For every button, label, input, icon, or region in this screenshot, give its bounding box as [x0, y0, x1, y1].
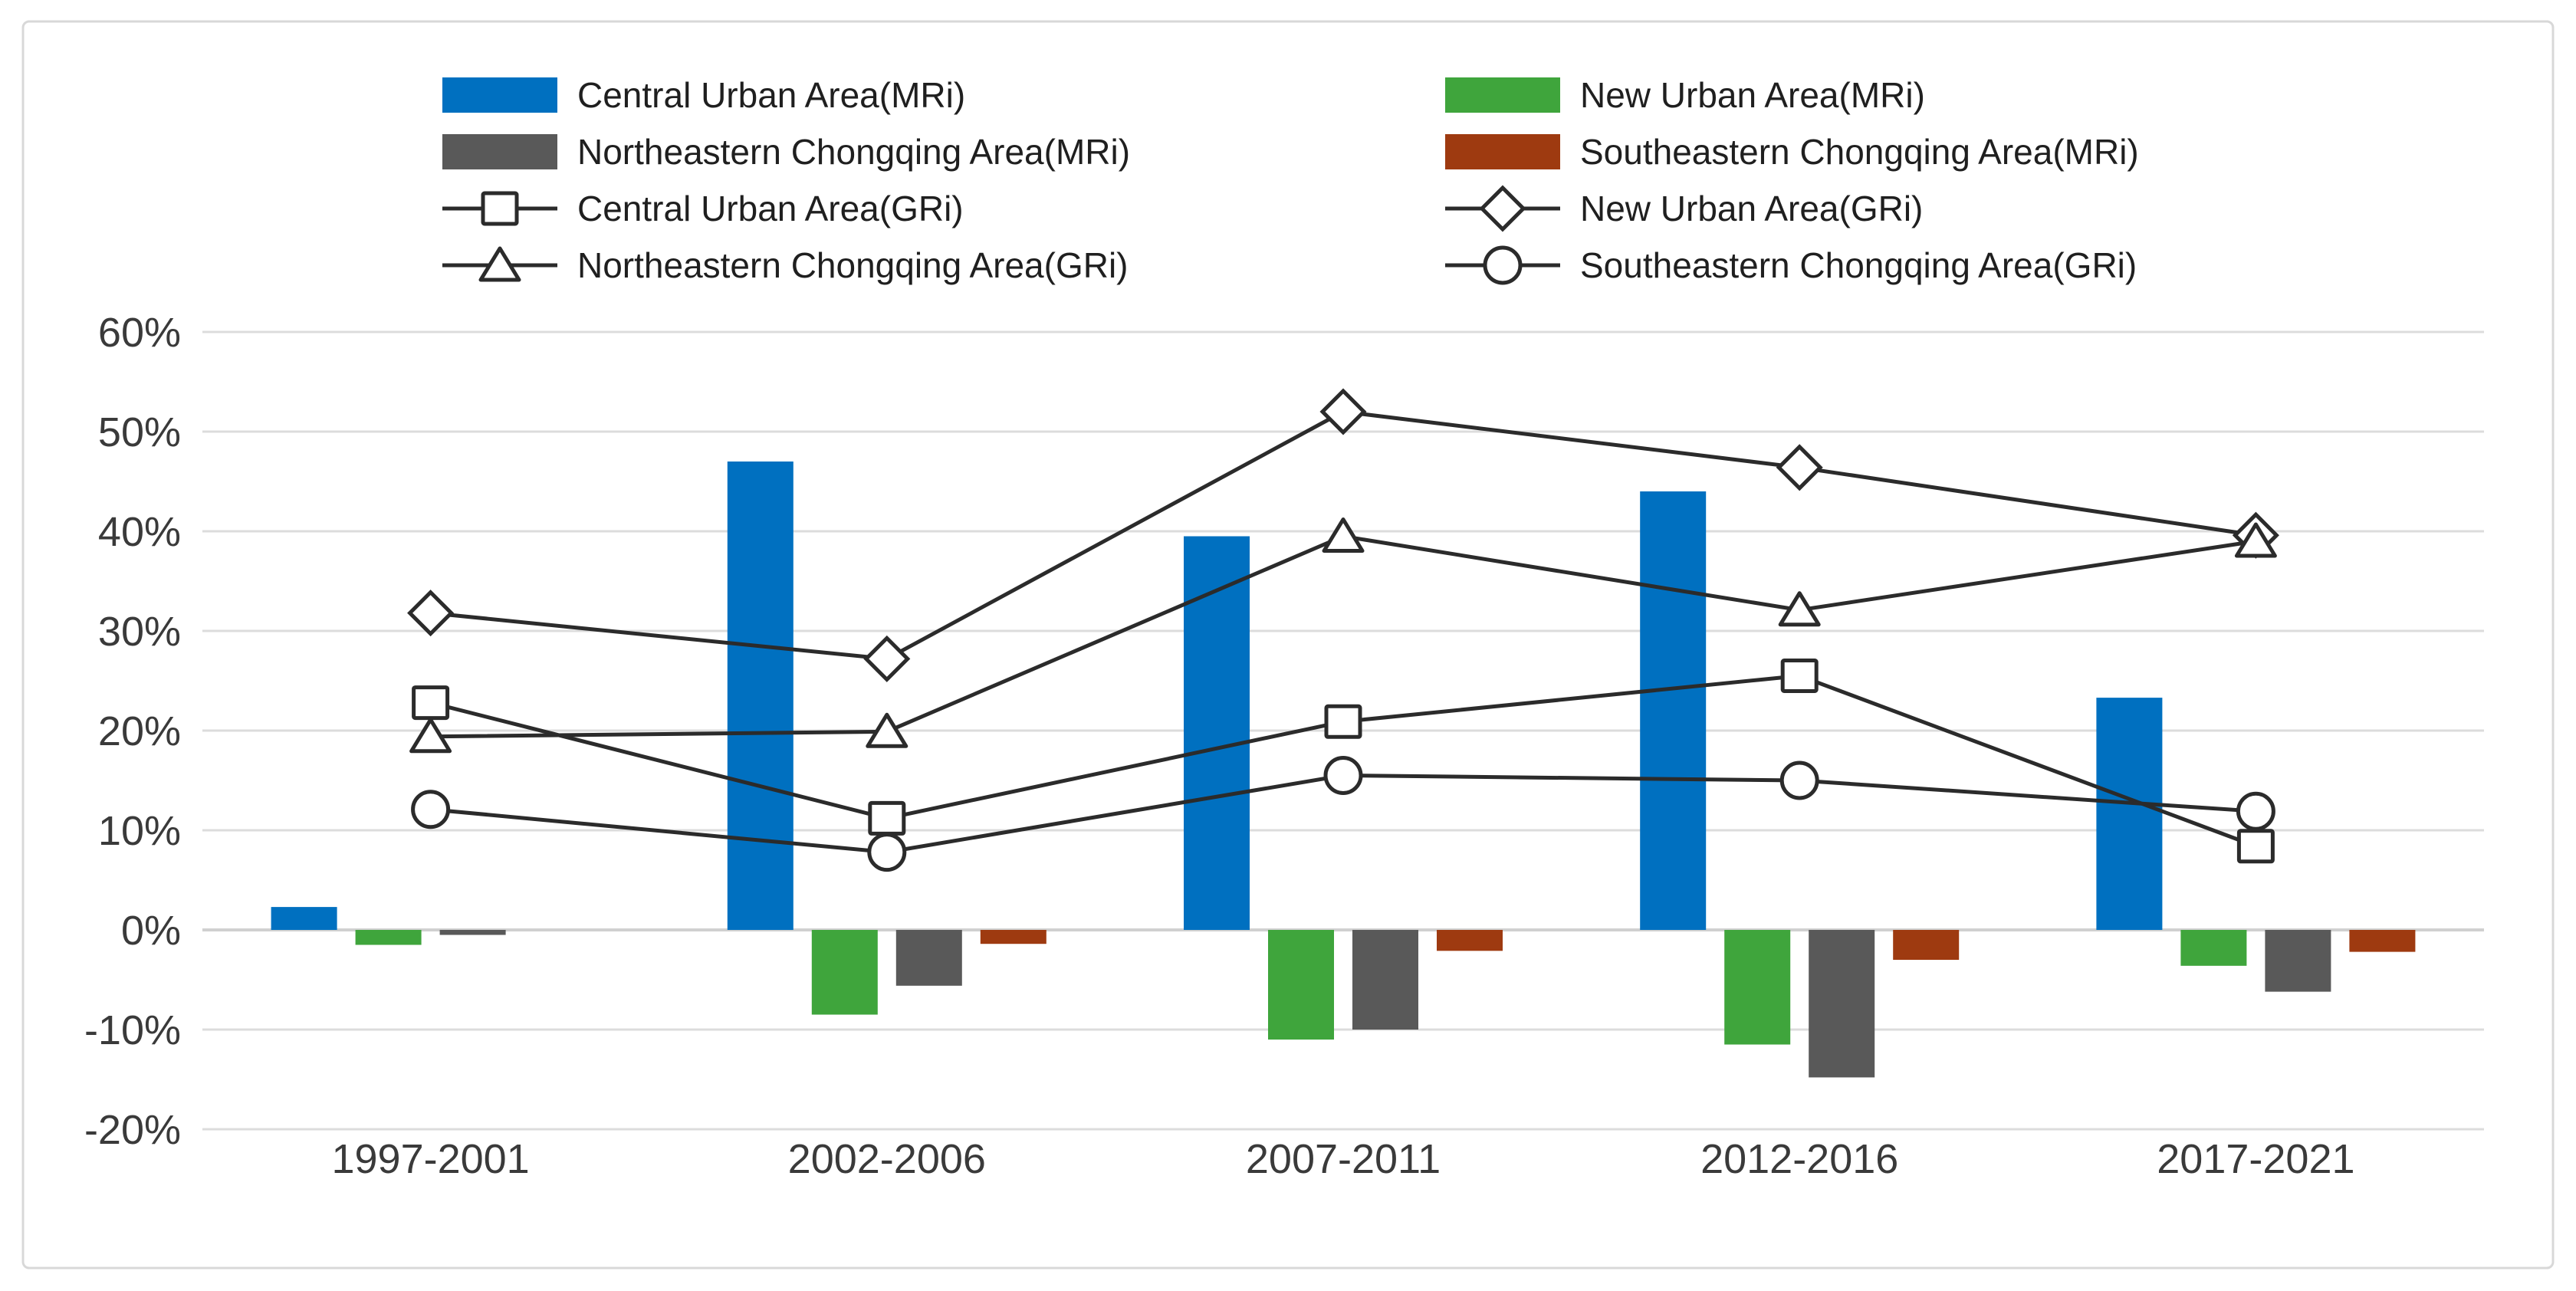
marker-new-urban-area-gri-1997-2001 — [407, 590, 455, 637]
legend-label-central-urban-area-gri: Central Urban Area(GRi) — [577, 189, 964, 228]
x-axis-label-2007-2011: 2007-2011 — [1246, 1136, 1441, 1182]
legend: Central Urban Area(MRi) New Urban Area(MR… — [442, 75, 2139, 285]
legend-item-northeastern-chongqing-area-mri: Northeastern Chongqing Area(MRi) — [442, 132, 1130, 172]
legend-label-northeastern-chongqing-area-mri: Northeastern Chongqing Area(MRi) — [577, 132, 1130, 172]
bar-new-urban-area-mri-2012-2016 — [1724, 930, 1791, 1045]
bar-central-urban-area-mri-2017-2021 — [2096, 698, 2163, 930]
y-tick-label-10: -10% — [84, 1007, 181, 1053]
legend-item-new-urban-area-gri: New Urban Area(GRi) — [1445, 185, 1923, 232]
legend-item-central-urban-area-mri: Central Urban Area(MRi) — [442, 75, 965, 115]
marker-central-urban-area-gri-2012-2016 — [1780, 659, 1819, 693]
legend-marker-square — [481, 191, 519, 226]
chart-border — [21, 20, 2555, 1270]
legend-label-new-urban-area-gri: New Urban Area(GRi) — [1580, 189, 1923, 228]
bar-new-urban-area-mri-2007-2011 — [1268, 930, 1334, 1040]
bar-new-urban-area-mri-1997-2001 — [355, 930, 422, 945]
bar-southeastern-chongqing-area-mri-2012-2016 — [1893, 930, 1960, 960]
x-axis-labels: 1997-2001 2002-2006 2007-2011 2012-2016 2017… — [331, 1136, 2354, 1182]
legend-label-central-urban-area-mri: Central Urban Area(MRi) — [577, 75, 965, 115]
marker-northeastern-chongqing-area-gri-2017-2021 — [2234, 522, 2277, 558]
marker-central-urban-area-gri-2002-2006 — [868, 800, 906, 836]
bar-central-urban-area-mri-1997-2001 — [271, 907, 337, 930]
legend-swatch-northeastern-chongqing-area-mri — [442, 134, 557, 169]
marker-northeastern-chongqing-area-gri-2012-2016 — [1778, 591, 1821, 627]
bar-northeastern-chongqing-area-mri-2017-2021 — [2265, 930, 2331, 992]
marker-new-urban-area-gri-2007-2011 — [1319, 388, 1367, 435]
x-axis-label-2012-2016: 2012-2016 — [1700, 1136, 1898, 1182]
legend-item-new-urban-area-mri: New Urban Area(MRi) — [1445, 75, 1925, 115]
y-tick-label-40: 40% — [98, 509, 181, 555]
marker-northeastern-chongqing-area-gri-2002-2006 — [866, 712, 909, 748]
y-tick-label-60: 60% — [98, 310, 181, 356]
x-axis-label-2002-2006: 2002-2006 — [788, 1136, 986, 1182]
bar-northeastern-chongqing-area-mri-1997-2001 — [439, 930, 506, 935]
marker-northeastern-chongqing-area-gri-1997-2001 — [409, 718, 452, 754]
marker-southeastern-chongqing-area-gri-2017-2021 — [2236, 791, 2275, 831]
bar-southeastern-chongqing-area-mri-2007-2011 — [1437, 930, 1503, 951]
y-tick-label-10: 10% — [98, 808, 181, 854]
bar-southeastern-chongqing-area-mri-2017-2021 — [2349, 930, 2416, 952]
y-tick-label-20: -20% — [84, 1107, 181, 1153]
x-axis-label-1997-2001: 1997-2001 — [331, 1136, 529, 1182]
bar-northeastern-chongqing-area-mri-2002-2006 — [895, 930, 962, 986]
bar-new-urban-area-mri-2002-2006 — [811, 930, 878, 1015]
bar-series-southeastern-chongqing-area-mri — [980, 930, 2416, 960]
marker-central-urban-area-gri-2007-2011 — [1324, 704, 1362, 739]
legend-swatch-southeastern-chongqing-area-mri — [1445, 134, 1560, 169]
y-tick-label-30: 30% — [98, 609, 181, 655]
marker-central-urban-area-gri-2017-2021 — [2236, 829, 2275, 864]
bar-northeastern-chongqing-area-mri-2007-2011 — [1352, 930, 1418, 1030]
line-series-group — [407, 388, 2279, 872]
bar-new-urban-area-mri-2017-2021 — [2180, 930, 2247, 966]
legend-item-southeastern-chongqing-area-mri: Southeastern Chongqing Area(MRi) — [1445, 132, 2139, 172]
marker-southeastern-chongqing-area-gri-1997-2001 — [411, 790, 451, 829]
bar-series-northeastern-chongqing-area-mri — [439, 930, 2331, 1078]
y-tick-label-20: 20% — [98, 708, 181, 754]
bar-series-new-urban-area-mri — [355, 930, 2247, 1045]
legend-item-northeastern-chongqing-area-gri: Northeastern Chongqing Area(GRi) — [442, 245, 1128, 285]
legend-label-southeastern-chongqing-area-mri: Southeastern Chongqing Area(MRi) — [1580, 132, 2139, 172]
legend-marker-circle — [1483, 245, 1523, 285]
legend-label-new-urban-area-mri: New Urban Area(MRi) — [1580, 75, 1925, 115]
bar-northeastern-chongqing-area-mri-2012-2016 — [1809, 930, 1875, 1078]
legend-swatch-new-urban-area-mri — [1445, 77, 1560, 113]
bar-southeastern-chongqing-area-mri-2002-2006 — [980, 930, 1046, 944]
marker-northeastern-chongqing-area-gri-2007-2011 — [1322, 517, 1365, 553]
legend-marker-diamond — [1479, 185, 1526, 232]
bar-central-urban-area-mri-2007-2011 — [1184, 536, 1250, 930]
legend-marker-triangle — [478, 246, 521, 282]
marker-southeastern-chongqing-area-gri-2012-2016 — [1779, 760, 1819, 800]
y-tick-label-50: 50% — [98, 409, 181, 455]
marker-new-urban-area-gri-2002-2006 — [863, 635, 911, 682]
legend-label-northeastern-chongqing-area-gri: Northeastern Chongqing Area(GRi) — [577, 245, 1128, 285]
marker-southeastern-chongqing-area-gri-2002-2006 — [867, 833, 907, 872]
x-axis-label-2017-2021: 2017-2021 — [2157, 1136, 2354, 1182]
y-tick-label-0: 0% — [121, 908, 181, 954]
marker-new-urban-area-gri-2012-2016 — [1776, 444, 1823, 491]
bar-central-urban-area-mri-2012-2016 — [1640, 491, 1707, 930]
legend-label-southeastern-chongqing-area-gri: Southeastern Chongqing Area(GRi) — [1580, 245, 2137, 285]
bar-central-urban-area-mri-2002-2006 — [727, 462, 794, 930]
legend-swatch-central-urban-area-mri — [442, 77, 557, 113]
marker-central-urban-area-gri-1997-2001 — [412, 685, 450, 721]
y-axis-tick-labels: 60% 50% 40% 30% 20% 10% 0% -10% -20% — [84, 310, 181, 1153]
legend-item-southeastern-chongqing-area-gri: Southeastern Chongqing Area(GRi) — [1445, 245, 2137, 285]
marker-southeastern-chongqing-area-gri-2007-2011 — [1323, 756, 1363, 795]
legend-item-central-urban-area-gri: Central Urban Area(GRi) — [442, 189, 964, 228]
